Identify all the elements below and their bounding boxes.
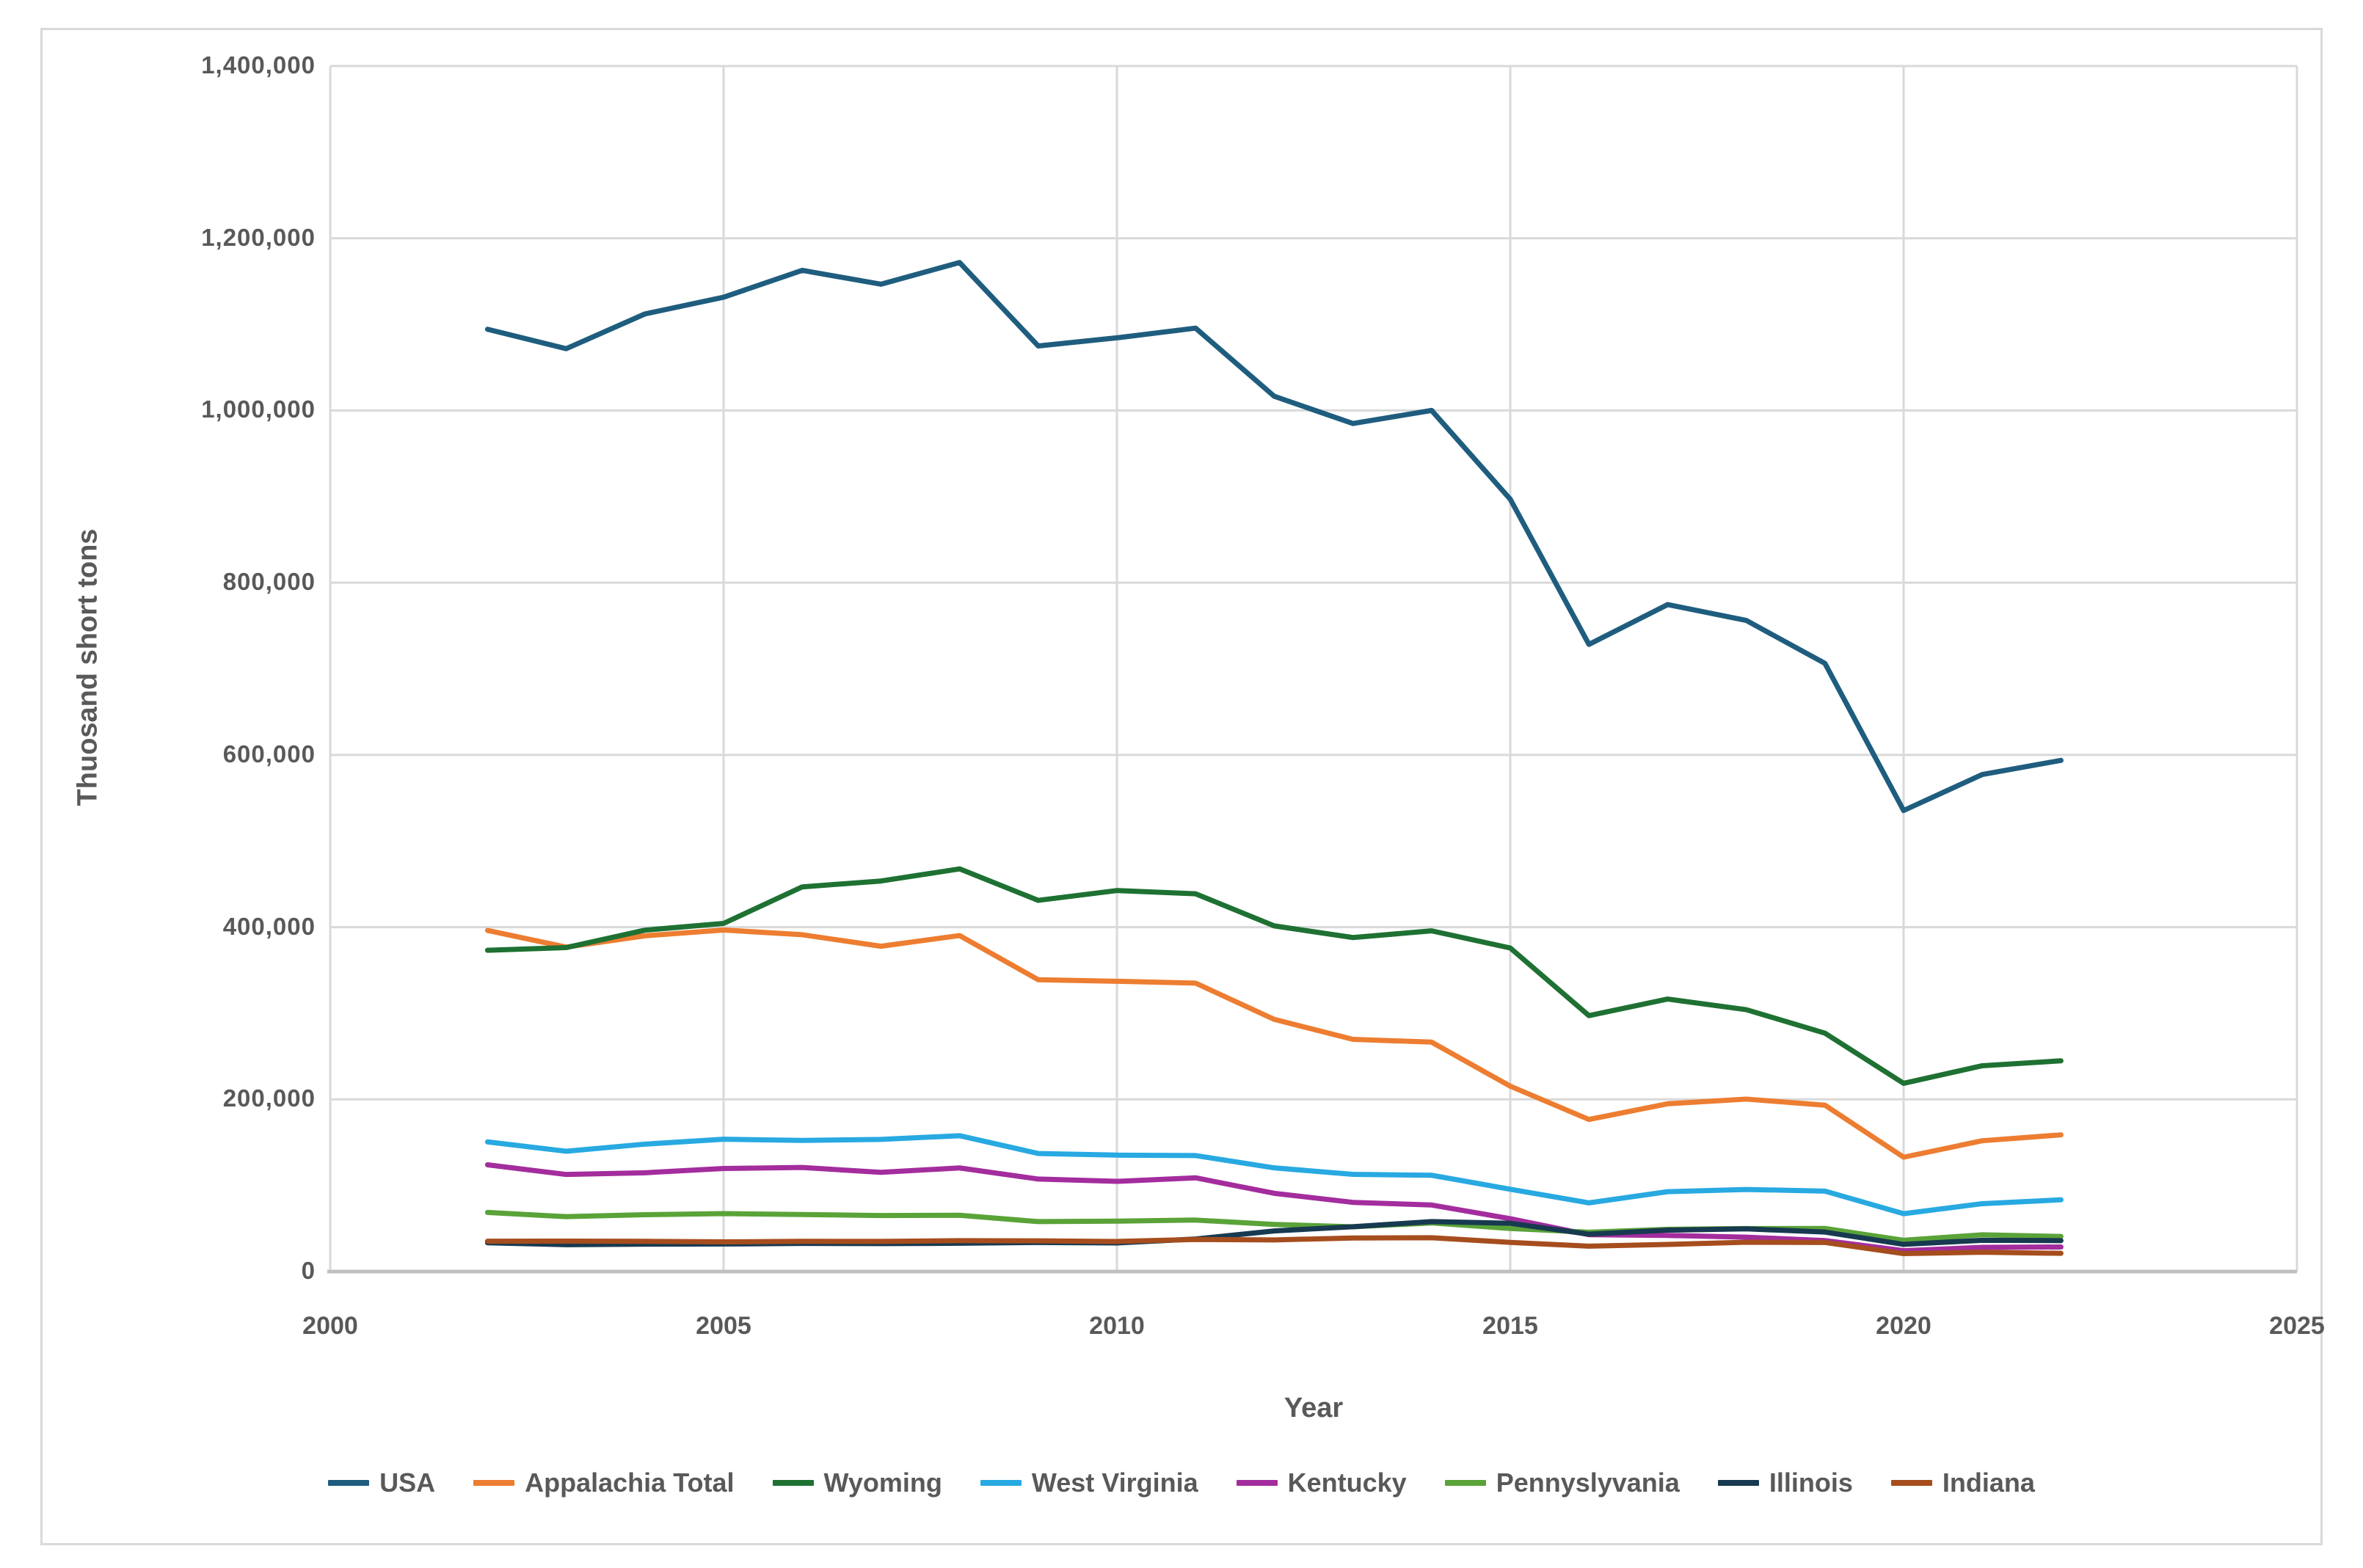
- chart-area-border: [40, 28, 2323, 1545]
- legend-swatch-kentucky: [1236, 1480, 1278, 1486]
- legend-label-pennyslyvania: Pennyslyvania: [1496, 1467, 1680, 1498]
- legend-swatch-appalachia-total: [473, 1480, 515, 1486]
- legend-item-usa: USA: [328, 1467, 435, 1498]
- legend-swatch-pennyslyvania: [1444, 1480, 1486, 1486]
- legend-label-illinois: Illinois: [1769, 1467, 1853, 1498]
- legend-label-wyoming: Wyoming: [823, 1467, 942, 1498]
- y-tick-label-400000: 400,000: [222, 912, 316, 940]
- series-line-usa: [484, 260, 2064, 814]
- legend-swatch-indiana: [1890, 1480, 1932, 1486]
- series-line-kentucky: [484, 1162, 2064, 1253]
- legend-label-usa: USA: [379, 1467, 436, 1498]
- series-line-appalachia-total: [484, 927, 2064, 1160]
- y-tick-label-1200000: 1,200,000: [201, 223, 316, 251]
- y-tick-label-800000: 800,000: [222, 568, 316, 596]
- chart-legend: USA Appalachia Total Wyoming West Virginia K…: [0, 1467, 2363, 1498]
- legend-item-kentucky: Kentucky: [1236, 1467, 1407, 1498]
- x-tick-label-2005: 2005: [696, 1312, 751, 1340]
- y-tick-label-600000: 600,000: [222, 740, 316, 767]
- legend-label-west-virginia: West Virginia: [1031, 1467, 1198, 1498]
- x-tick-label-2015: 2015: [1482, 1312, 1538, 1340]
- x-tick-label-2000: 2000: [302, 1312, 358, 1340]
- legend-item-pennyslyvania: Pennyslyvania: [1444, 1467, 1680, 1498]
- legend-swatch-illinois: [1717, 1480, 1759, 1486]
- series-line-indiana: [484, 1235, 2064, 1257]
- legend-label-indiana: Indiana: [1942, 1467, 2035, 1498]
- legend-swatch-usa: [328, 1480, 370, 1486]
- x-tick-label-2025: 2025: [2269, 1312, 2325, 1340]
- legend-item-west-virginia: West Virginia: [980, 1467, 1198, 1498]
- series-line-wyoming: [484, 866, 2064, 1086]
- y-tick-label-200000: 200,000: [222, 1084, 316, 1112]
- legend-item-illinois: Illinois: [1717, 1467, 1853, 1498]
- x-tick-label-2020: 2020: [1876, 1312, 1931, 1340]
- y-tick-label-0: 0: [301, 1257, 316, 1284]
- x-tick-label-2010: 2010: [1089, 1312, 1145, 1340]
- legend-swatch-west-virginia: [980, 1480, 1022, 1486]
- y-tick-label-1400000: 1,400,000: [201, 51, 316, 79]
- legend-swatch-wyoming: [772, 1480, 814, 1486]
- legend-item-appalachia-total: Appalachia Total: [473, 1467, 735, 1498]
- x-axis-title: Year: [1284, 1393, 1344, 1423]
- legend-item-indiana: Indiana: [1890, 1467, 2035, 1498]
- y-tick-label-1000000: 1,000,000: [201, 395, 316, 423]
- legend-item-wyoming: Wyoming: [772, 1467, 942, 1498]
- series-line-west-virginia: [484, 1133, 2064, 1217]
- legend-label-appalachia-total: Appalachia Total: [525, 1467, 735, 1498]
- legend-label-kentucky: Kentucky: [1287, 1467, 1407, 1498]
- y-axis-title: Thuosand short tons: [72, 528, 103, 806]
